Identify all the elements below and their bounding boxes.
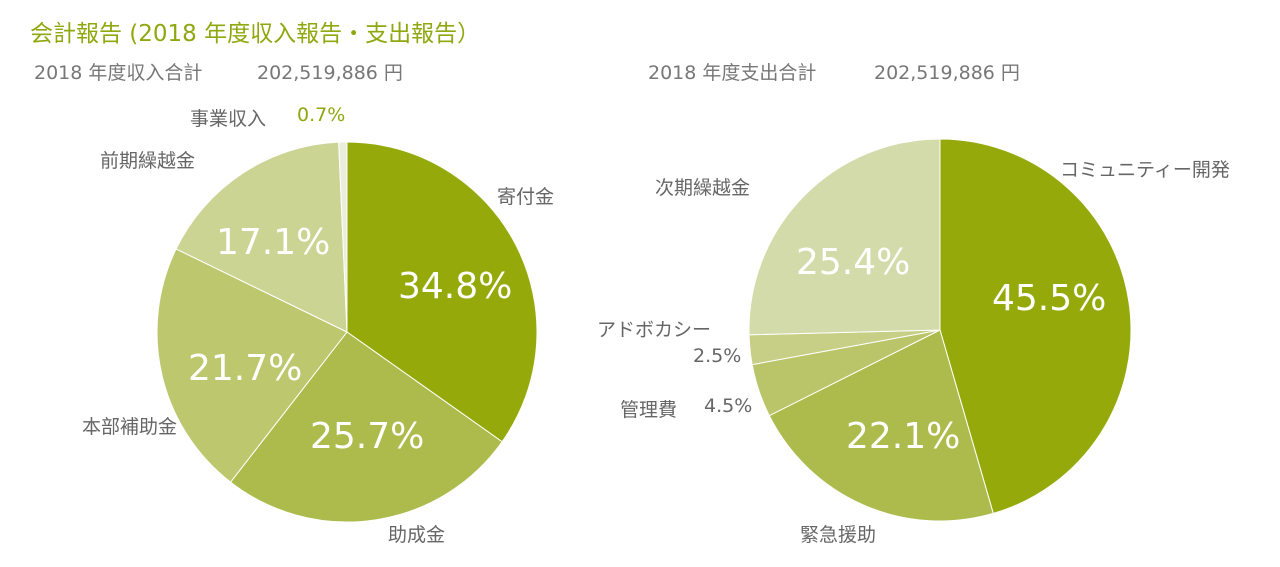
income-total-label: 2018 年度収入合計 (34, 62, 203, 84)
value-hq-subsidy: 21.7% (188, 348, 303, 389)
value-grants: 25.7% (310, 416, 425, 457)
value-donations: 34.8% (398, 266, 513, 307)
label-carryover: 前期繰越金 (100, 150, 196, 172)
label-advocacy: アドボカシー (597, 319, 712, 341)
pie0-slice-3 (175, 141, 348, 333)
label-hq-subsidy: 本部補助金 (82, 416, 178, 438)
label-community: コミュニティー開発 (1060, 159, 1230, 181)
income-total-value: 202,519,886 円 (257, 62, 403, 84)
label-donations: 寄付金 (497, 186, 555, 208)
pie0-slice-2 (156, 248, 348, 483)
expense-total-label: 2018 年度支出合計 (648, 62, 817, 84)
label-emergency: 緊急援助 (800, 524, 877, 546)
pie0-slice-1 (229, 331, 503, 523)
value-next-carryover: 25.4% (796, 242, 911, 283)
pie0-slice-4 (338, 141, 348, 333)
pie0-slice-0 (346, 141, 538, 443)
label-grants: 助成金 (388, 524, 446, 546)
pie1-slice-1 (768, 329, 994, 522)
value-community: 45.5% (992, 278, 1107, 319)
value-admin: 4.5% (704, 395, 753, 417)
value-carryover: 17.1% (216, 222, 331, 263)
label-business: 事業収入 (190, 108, 267, 130)
value-emergency: 22.1% (846, 416, 961, 457)
pie1-slice-4 (748, 138, 941, 336)
expense-total-value: 202,519,886 円 (874, 62, 1020, 84)
label-next-carryover: 次期繰越金 (655, 177, 751, 199)
page-title: 会計報告 (2018 年度収入報告・支出報告） (30, 21, 481, 47)
value-business: 0.7% (297, 104, 346, 126)
label-admin: 管理費 (620, 399, 678, 421)
value-advocacy: 2.5% (693, 345, 742, 367)
pie1-slice-0 (939, 138, 1132, 515)
